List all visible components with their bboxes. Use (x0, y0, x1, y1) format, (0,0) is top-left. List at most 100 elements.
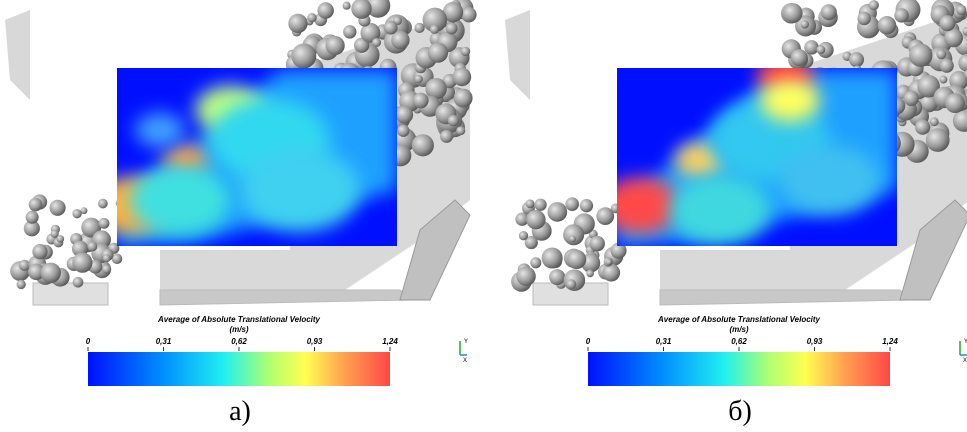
colorbar-tick-label: 1,24 (382, 337, 398, 346)
particle (857, 12, 870, 25)
particle (909, 44, 932, 67)
particle (41, 263, 61, 283)
heat-spot (600, 177, 680, 233)
particle (291, 43, 316, 68)
chute-rail (660, 290, 910, 305)
colorbar (88, 352, 390, 386)
particle (448, 115, 459, 126)
colorbar-tick-label: 0,31 (156, 337, 172, 346)
particle (73, 277, 84, 288)
particle (526, 199, 535, 208)
particle (548, 202, 568, 222)
particle (384, 21, 398, 35)
particle (904, 91, 919, 106)
particle (816, 45, 825, 54)
particle (414, 23, 424, 33)
particle (849, 52, 864, 67)
particle (87, 242, 97, 252)
particle (317, 2, 333, 18)
particle (440, 130, 453, 143)
colorbar-tick-label: 0 (586, 337, 591, 346)
particle (446, 23, 458, 35)
left-frame (505, 10, 530, 100)
particle (414, 75, 423, 84)
particle (939, 15, 955, 31)
heat-spot (760, 79, 820, 121)
particle (454, 89, 473, 108)
particle (534, 199, 546, 211)
particle (804, 40, 819, 55)
particle (800, 20, 809, 29)
particle (17, 280, 26, 289)
panel-label: б) (728, 396, 752, 427)
particle (565, 197, 579, 211)
particle (596, 207, 614, 225)
axis-y-label: Y (464, 339, 468, 345)
particle (869, 0, 879, 10)
particle (343, 25, 356, 38)
particle (586, 270, 594, 278)
particle (26, 211, 39, 224)
particle (894, 8, 908, 22)
colorbar-title: Average of Absolute Translational Veloci… (657, 315, 821, 324)
particle (590, 236, 605, 251)
panel-label: а) (229, 396, 251, 427)
colorbar-tick-label: 0,62 (731, 337, 747, 346)
particle (32, 244, 47, 259)
particle (821, 4, 837, 20)
particle (516, 267, 535, 286)
axis-x-label: X (463, 358, 467, 364)
chute-rail (160, 290, 410, 305)
particle (396, 106, 414, 124)
particle (526, 210, 545, 229)
particle (307, 13, 316, 22)
particle (956, 5, 966, 15)
particle (580, 199, 593, 212)
particle (326, 36, 345, 55)
particle (428, 42, 448, 62)
colorbar (588, 352, 890, 386)
particle (915, 120, 930, 135)
particle (397, 125, 409, 137)
particle (783, 3, 803, 23)
particle (372, 38, 381, 47)
particle (606, 259, 612, 265)
colorbar-tick-label: 1,24 (882, 337, 898, 346)
particle (98, 199, 108, 209)
particle (878, 16, 896, 34)
heat-spot (130, 165, 230, 235)
particle (72, 209, 81, 218)
figure: Average of Absolute Translational Veloci… (0, 0, 967, 432)
particle (563, 224, 584, 245)
particle (461, 7, 476, 22)
particle (542, 247, 563, 268)
colorbar-tick-label: 0,93 (807, 337, 823, 346)
particle (103, 254, 111, 262)
panel: Average of Absolute Translational Veloci… (5, 0, 477, 427)
colorbar-unit: (m/s) (729, 325, 748, 334)
heat-spot (135, 113, 185, 148)
particle (936, 49, 946, 59)
heat-spot (780, 145, 880, 215)
particle (944, 28, 963, 47)
heat-spot (240, 148, 360, 232)
particle (926, 128, 950, 152)
particle (57, 235, 65, 243)
particle (288, 14, 307, 33)
particle (412, 134, 434, 156)
particle (940, 59, 954, 73)
tray (33, 283, 108, 305)
particle (343, 2, 351, 10)
colorbar-tick-label: 0,93 (307, 337, 323, 346)
particle (29, 198, 43, 212)
particle (50, 200, 66, 216)
colorbar-tick-label: 0,62 (231, 337, 247, 346)
particle (430, 25, 439, 34)
particle (566, 279, 576, 289)
heat-spot (670, 175, 770, 245)
left-frame (5, 10, 30, 100)
particle (456, 126, 465, 135)
particle (930, 117, 939, 126)
particle (945, 93, 965, 113)
colorbar-title: Average of Absolute Translational Veloci… (157, 315, 321, 324)
